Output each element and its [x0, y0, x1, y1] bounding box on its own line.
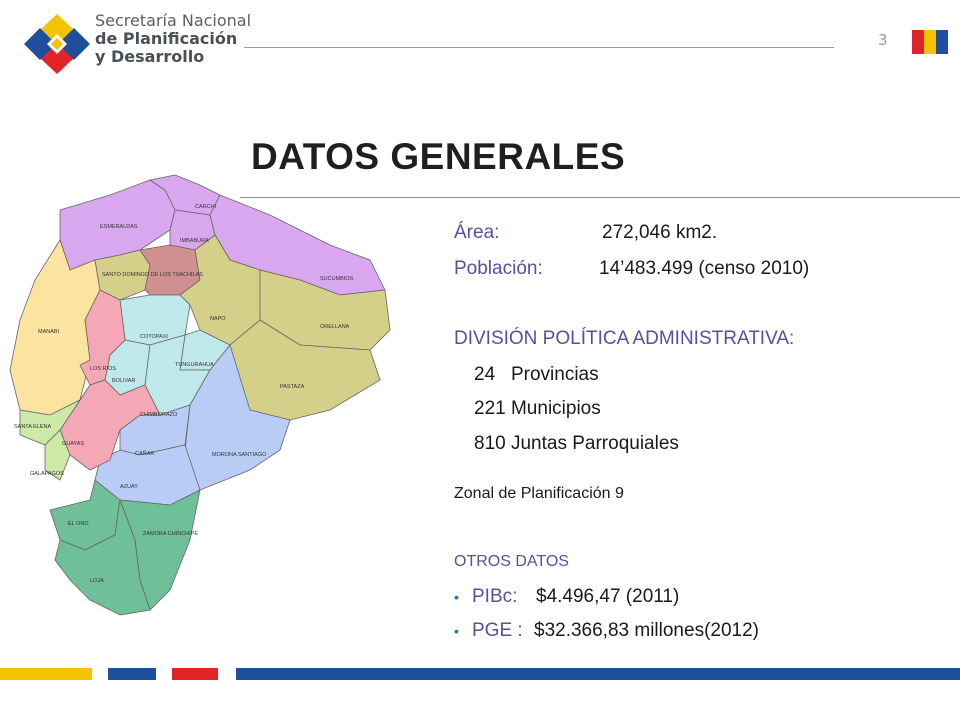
map-label-zamora: ZAMORA CHINCHIPE	[143, 531, 198, 537]
map-label-chimborazo: CHIMBORAZO	[140, 412, 178, 418]
footer-bar-blue-long	[236, 668, 960, 680]
division-heading: DIVISIÓN POLÍTICA ADMINISTRATIVA:	[454, 328, 795, 349]
map-label-azuay: AZUAY	[120, 484, 138, 490]
title-divider	[240, 197, 960, 198]
map-label-sucumbios: SUCUMBIOS	[320, 276, 354, 282]
footer-bar-yellow	[0, 668, 92, 680]
population-value: 14’483.499 (censo 2010)	[599, 258, 810, 279]
org-name-line2: de Planificación	[95, 29, 238, 48]
snpd-logo: Secretaría Nacional de Planificación y D…	[22, 12, 252, 76]
org-name-line1: Secretaría Nacional	[95, 11, 252, 30]
bullet-icon: •	[454, 589, 459, 605]
map-label-sto-domingo: SANTO DOMINGO DE LOS TSACHILAS	[102, 272, 203, 278]
slide-title: DATOS GENERALES	[251, 136, 626, 177]
map-label-canar: CAÑAR	[135, 450, 154, 457]
map-label-guayas: GUAYAS	[62, 441, 84, 447]
province-loja	[54, 499, 151, 616]
footer-bar-blue-short	[108, 668, 156, 680]
footer-bar-red	[172, 668, 218, 680]
population-row: Población: 14’483.499 (censo 2010)	[454, 258, 809, 280]
pge-label: PGE :	[472, 620, 523, 641]
map-label-los-rios: LOS RIOS	[90, 366, 116, 372]
pibc-value: $4.496,47 (2011)	[536, 586, 680, 607]
ecuador-flag-icon	[912, 30, 948, 54]
header-divider	[244, 47, 834, 48]
otros-heading: OTROS DATOS	[454, 553, 569, 570]
map-label-santa-elena: SANTA ELENA	[14, 424, 52, 430]
province-los-rios	[79, 289, 126, 386]
pibc-label: PIBc:	[472, 586, 518, 607]
area-row: Área: 272,046 km2.	[454, 222, 717, 244]
map-label-carchi: CARCHI	[195, 204, 217, 210]
map-label-tungurahua: TUNGURAHUA	[175, 362, 214, 368]
map-label-cotopaxi: COTOPAXI	[140, 334, 168, 340]
map-label-morona: MORONA SANTIAGO	[212, 452, 267, 458]
zonal-text: Zonal de Planificación 9	[454, 485, 624, 502]
division-item-municipalities: 221 Municipios	[474, 398, 601, 419]
map-label-loja: LOJA	[90, 578, 104, 584]
ecuador-provinces-map: ESMERALDAS CARCHI IMBABURA SUCUMBIOS SAN…	[9, 174, 391, 616]
map-label-napo: NAPO	[210, 316, 226, 322]
map-label-orellana: ORELLANA	[320, 324, 350, 330]
page-number: 3	[878, 31, 888, 49]
bullet-icon: •	[454, 623, 459, 639]
map-label-galapagos: GALAPAGOS	[30, 471, 64, 477]
area-label: Área:	[454, 222, 500, 243]
population-label: Población:	[454, 258, 543, 279]
province-islands	[44, 429, 71, 481]
map-label-manabi: MANABI	[38, 329, 60, 335]
map-label-pastaza: PASTAZA	[280, 384, 305, 390]
area-value: 272,046 km2.	[602, 222, 718, 243]
pge-value: $32.366,83 millones(2012)	[534, 620, 759, 641]
map-label-el-oro: EL ORO	[68, 521, 89, 527]
map-label-imbabura: IMBABURA	[180, 238, 209, 244]
logo-emblem-icon	[24, 14, 90, 74]
map-label-bolivar: BOLIVAR	[112, 378, 135, 384]
division-item-provinces: 24 Provincias	[474, 364, 599, 385]
map-label-esmeraldas: ESMERALDAS	[100, 224, 138, 230]
org-name-line3: y Desarrollo	[95, 47, 205, 66]
division-item-parishes: 810 Juntas Parroquiales	[474, 433, 679, 454]
